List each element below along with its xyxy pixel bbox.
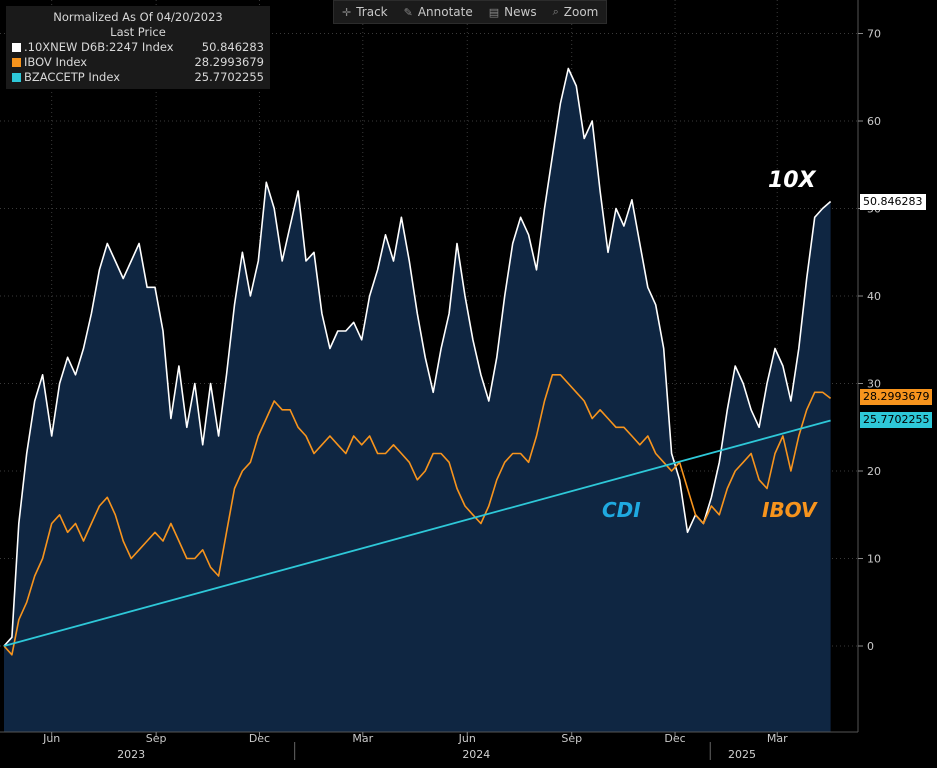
x-tick-label: Jun — [458, 732, 476, 745]
legend-series-value: 25.7702255 — [194, 70, 264, 84]
series-cdi-line — [3, 419, 831, 647]
last-value-tag-10x: 50.846283 — [860, 194, 926, 210]
y-tick-label: 40 — [867, 290, 881, 303]
legend-entry[interactable]: BZACCETP Index 25.7702255 — [12, 70, 264, 85]
x-tick-label: Mar — [352, 732, 373, 745]
legend-series-name: .10XNEW D6B:2247 Index — [24, 40, 174, 54]
pencil-icon: ✎ — [403, 5, 413, 19]
annotation-ibov: IBOV — [762, 498, 817, 522]
last-value-tag-ibov: 28.2993679 — [860, 389, 933, 405]
legend-series-name: BZACCETP Index — [24, 70, 121, 84]
annotate-button[interactable]: ✎ Annotate — [396, 1, 481, 23]
legend-swatch — [12, 58, 21, 67]
legend-series-name: IBOV Index — [24, 55, 88, 69]
track-button[interactable]: ✛ Track — [334, 1, 396, 23]
annotation-10x: 10X — [768, 168, 816, 193]
chart-toolbar: ✛ Track ✎ Annotate ▤ News ⌕ Zoom — [333, 0, 608, 24]
x-tick-label: Jun — [42, 732, 60, 745]
news-button[interactable]: ▤ News — [481, 1, 545, 23]
y-tick-label: 10 — [867, 553, 881, 566]
last-value-tag-cdi: 25.7702255 — [860, 412, 933, 428]
track-label: Track — [356, 5, 388, 19]
x-year-label: 2023 — [117, 748, 145, 761]
zoom-button[interactable]: ⌕ Zoom — [545, 1, 607, 23]
series-ibov-line — [3, 374, 832, 656]
chart-legend: Normalized As Of 04/20/2023 Last Price .… — [6, 6, 270, 89]
y-tick-label: 0 — [867, 640, 874, 653]
x-year-label: 2025 — [728, 748, 756, 761]
x-tick-label: Dec — [664, 732, 685, 745]
x-tick-label: Sep — [561, 732, 582, 745]
annotate-label: Annotate — [417, 5, 473, 19]
legend-entry[interactable]: .10XNEW D6B:2247 Index 50.846283 — [12, 40, 264, 55]
x-tick-label: Mar — [767, 732, 788, 745]
legend-header-field: Last Price — [110, 25, 166, 39]
legend-series-value: 50.846283 — [201, 40, 264, 54]
legend-swatch — [12, 43, 21, 52]
zoom-label: Zoom — [563, 5, 599, 19]
legend-swatch — [12, 73, 21, 82]
legend-header-date: Normalized As Of 04/20/2023 — [53, 10, 223, 24]
crosshair-icon: ✛ — [342, 5, 352, 19]
legend-entry[interactable]: IBOV Index 28.2993679 — [12, 55, 264, 70]
annotation-cdi: CDI — [602, 498, 641, 522]
x-tick-label: Sep — [146, 732, 167, 745]
magnifier-icon: ⌕ — [552, 5, 559, 18]
news-label: News — [504, 5, 537, 19]
series-10x-line — [3, 67, 832, 647]
x-tick-label: Dec — [249, 732, 270, 745]
newspaper-icon: ▤ — [488, 5, 500, 19]
y-tick-label: 60 — [867, 115, 881, 128]
y-tick-label: 70 — [867, 28, 881, 41]
x-year-label: 2024 — [462, 748, 490, 761]
legend-series-value: 28.2993679 — [194, 55, 264, 69]
y-tick-label: 20 — [867, 465, 881, 478]
y-tick-label: 30 — [867, 378, 881, 391]
